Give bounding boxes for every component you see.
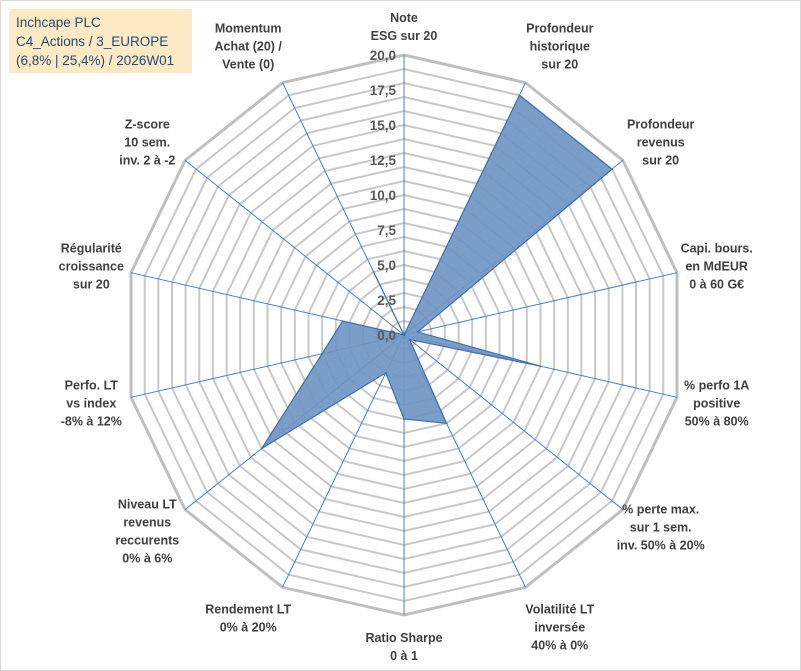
axis-label: Ratio Sharpe 0 à 1 bbox=[365, 631, 442, 663]
tick-label: 15,0 bbox=[370, 118, 396, 133]
tick-label: 2,5 bbox=[377, 293, 396, 308]
tick-label: 5,0 bbox=[377, 258, 396, 273]
axis-label: Rendement LT 0% à 20% bbox=[205, 602, 291, 634]
data-point bbox=[321, 352, 323, 355]
axis-label: % perfo 1A positive 50% à 80% bbox=[684, 379, 749, 429]
data-point bbox=[539, 365, 542, 368]
data-point bbox=[372, 271, 375, 273]
data-point bbox=[403, 418, 405, 420]
data-point bbox=[611, 168, 613, 170]
tick-label: 20,0 bbox=[370, 48, 396, 63]
axis-spoke bbox=[282, 334, 405, 588]
axis-label: Régularité croissance sur 20 bbox=[59, 241, 124, 291]
axis-label: Z-score 10 sem. inv. 2 à -2 bbox=[119, 117, 175, 167]
axis-label: Volatilité LT inversée 40% à 0% bbox=[525, 602, 594, 652]
tick-label: 17,5 bbox=[370, 83, 397, 98]
axis-label: % perte max. sur 1 sem. inv. 50% à 20% bbox=[617, 503, 705, 553]
data-point bbox=[518, 94, 521, 97]
axis-label: Profondeur revenus sur 20 bbox=[627, 117, 694, 167]
data-point bbox=[416, 331, 419, 333]
axis-spoke bbox=[403, 334, 624, 510]
axis-label: Momentum Achat (20) / Vente (0) bbox=[215, 22, 283, 72]
tick-label: 10,0 bbox=[370, 188, 396, 203]
company-name: Inchcape PLC bbox=[16, 15, 101, 30]
axis-label: Perfo. LT vs index -8% à 12% bbox=[61, 379, 122, 429]
axis-label: Niveau LT revenus reccurents 0% à 6% bbox=[115, 498, 179, 566]
axis-label: Profondeur historique sur 20 bbox=[526, 22, 593, 72]
axis-label: Capi. bours. en MdEUR 0 à 60 G€ bbox=[681, 241, 753, 291]
data-point bbox=[403, 334, 405, 336]
tick-label: 7,5 bbox=[377, 223, 396, 238]
title-box: Inchcape PLC C4_Actions / 3_EUROPE (6,8%… bbox=[9, 9, 192, 73]
data-point bbox=[445, 422, 448, 425]
axis-label: Note ESG sur 20 bbox=[371, 11, 438, 43]
axis-spoke bbox=[403, 272, 678, 336]
tick-label: 12,5 bbox=[370, 153, 397, 168]
data-point bbox=[341, 320, 344, 322]
data-point bbox=[408, 338, 411, 341]
data-point bbox=[385, 372, 387, 374]
data-point bbox=[260, 447, 263, 450]
tick-label: 0,0 bbox=[377, 328, 396, 343]
portfolio-path: C4_Actions / 3_EUROPE bbox=[16, 34, 169, 49]
stats-line: (6,8% | 25,4%) / 2026W01 bbox=[16, 53, 175, 68]
axis-spoke bbox=[184, 160, 405, 336]
